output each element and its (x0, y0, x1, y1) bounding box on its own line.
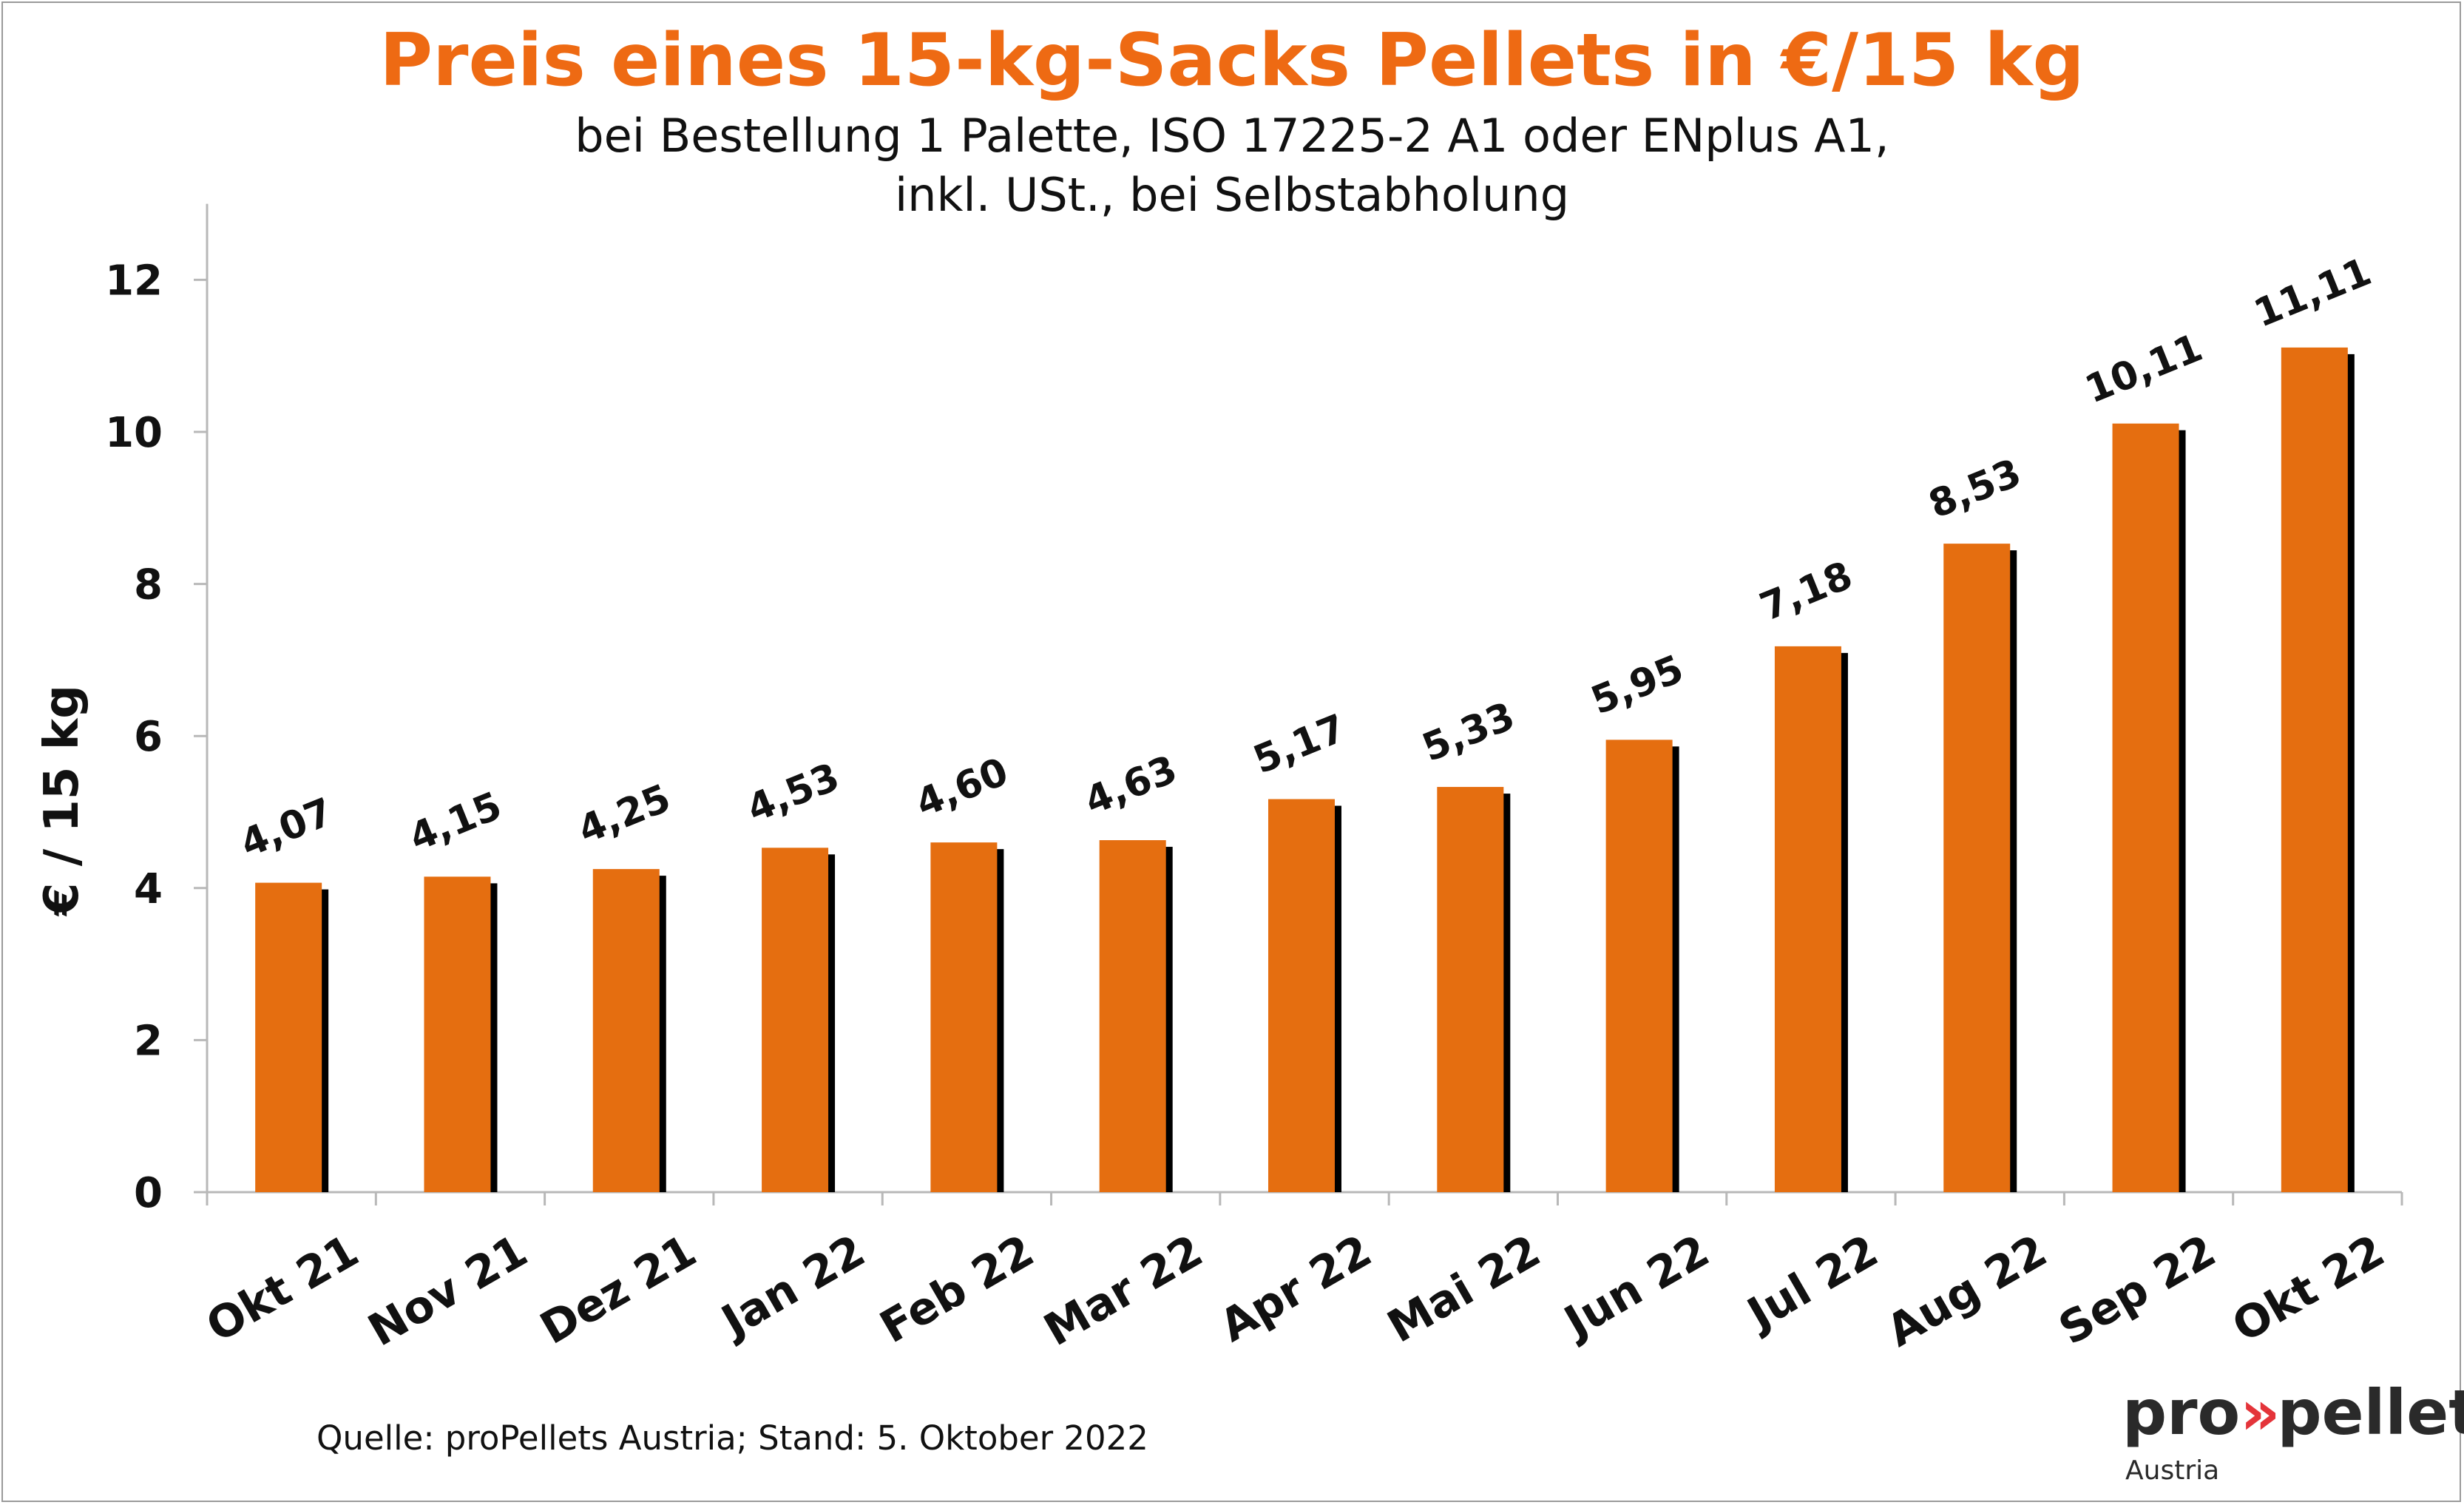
bar (255, 882, 322, 1192)
logo-text-pellets: pellets (2277, 1376, 2464, 1449)
bar (2281, 347, 2348, 1193)
y-tick-label: 8 (134, 561, 163, 609)
y-tick-label: 6 (134, 713, 163, 761)
bar-value-label: 4,63 (1079, 747, 1183, 824)
bar (592, 869, 660, 1192)
logo-wordmark: pro»pellets (2122, 1376, 2464, 1450)
bar-value-label: 4,07 (234, 790, 339, 867)
y-tick-label: 12 (105, 257, 163, 305)
bar (424, 876, 491, 1192)
x-category-label: Jul 22 (1736, 1225, 1886, 1342)
x-category-label: Mar 22 (1035, 1225, 1211, 1356)
bar-value-label: 8,53 (1923, 451, 2027, 528)
logo-text-pro: pro (2122, 1376, 2241, 1449)
bar-value-label: 11,11 (2248, 250, 2377, 336)
chart-axes: 0 2 4 6 8 10 12 € / 15 kg (35, 203, 2403, 1217)
bar (1774, 646, 1841, 1192)
bar (1605, 740, 1673, 1192)
bar (1099, 840, 1166, 1192)
x-category-label: Nov 21 (359, 1225, 535, 1356)
bar-value-label: 4,15 (403, 784, 507, 861)
bar (2112, 423, 2179, 1192)
bar (1943, 544, 2011, 1192)
y-axis-title: € / 15 kg (35, 685, 89, 917)
source-note: Quelle: proPellets Austria; Stand: 5. Ok… (317, 1418, 1148, 1458)
bar-value-label: 4,53 (741, 755, 845, 832)
x-category-label: Feb 22 (872, 1225, 1043, 1353)
bar-value-label: 7,18 (1754, 553, 1858, 630)
x-category-label: Okt 22 (2224, 1225, 2393, 1353)
x-category-label: Sep 22 (2051, 1225, 2224, 1355)
bar (1437, 787, 1504, 1192)
bar (762, 848, 829, 1192)
chart-subtitle-line-1: bei Bestellung 1 Palette, ISO 17225-2 A1… (575, 109, 1889, 163)
chart-bars (255, 347, 2355, 1193)
bar-value-label: 5,33 (1416, 694, 1520, 771)
x-category-label: Jan 22 (711, 1225, 873, 1349)
y-tick-label: 2 (134, 1017, 163, 1065)
x-category-label: Jun 22 (1554, 1225, 1718, 1350)
bar (1268, 799, 1335, 1192)
y-tick-label: 0 (134, 1169, 163, 1217)
propellets-logo: pro»pellets Austria (2122, 1376, 2464, 1494)
bar-value-label: 4,25 (572, 776, 677, 853)
bar-value-label: 5,17 (1248, 706, 1352, 783)
bar-value-label: 10,11 (2079, 325, 2209, 412)
logo-arrows-icon: » (2240, 1376, 2280, 1449)
x-category-label: Apr 22 (1211, 1225, 1380, 1352)
logo-subtitle: Austria (2125, 1455, 2220, 1486)
x-category-label: Okt 21 (198, 1225, 368, 1353)
bar-value-label: 5,95 (1585, 647, 1690, 724)
x-category-label: Dez 21 (532, 1225, 705, 1355)
chart-title: Preis eines 15-kg-Sacks Pellets in €/15 … (379, 18, 2085, 103)
chart-subtitle-line-2: inkl. USt., bei Selbstabholung (894, 168, 1570, 222)
y-tick-label: 10 (105, 409, 163, 457)
bar-value-label: 4,60 (910, 750, 1014, 827)
x-category-label: Aug 22 (1878, 1225, 2056, 1357)
bar (930, 842, 998, 1192)
x-category-label: Mai 22 (1379, 1225, 1549, 1353)
y-tick-label: 4 (134, 865, 163, 913)
